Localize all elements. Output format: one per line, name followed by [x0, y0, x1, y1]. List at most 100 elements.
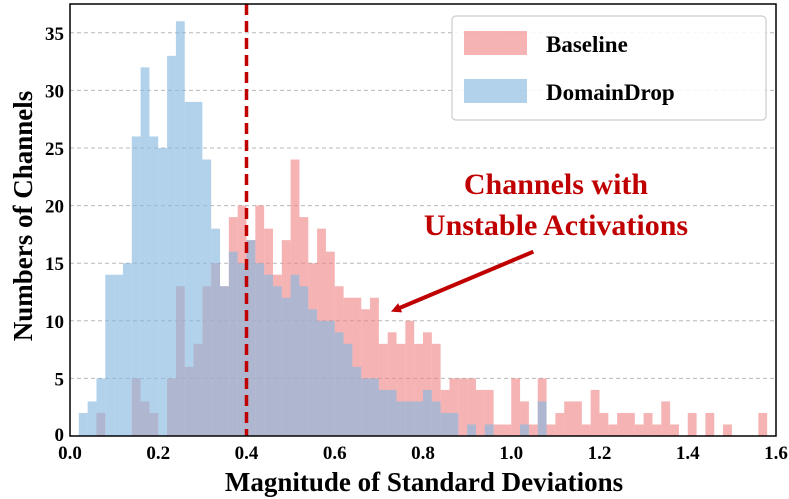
- bar: [370, 297, 379, 436]
- bar: [440, 412, 450, 436]
- bar: [687, 412, 697, 436]
- bar: [723, 424, 732, 436]
- bar: [467, 424, 476, 436]
- bar: [378, 389, 388, 436]
- bar: [670, 424, 679, 436]
- bar: [361, 309, 371, 436]
- bar: [325, 320, 335, 436]
- bar: [211, 228, 221, 436]
- bar: [625, 412, 635, 436]
- x-tick-label: 0.6: [323, 443, 347, 464]
- bar: [423, 332, 432, 436]
- bar: [378, 343, 388, 436]
- bar: [449, 412, 459, 436]
- bar: [520, 401, 529, 436]
- bar: [175, 21, 185, 437]
- bar: [405, 320, 415, 436]
- y-axis-label: Numbers of Channels: [8, 91, 38, 342]
- x-tick-label: 1.4: [676, 443, 700, 464]
- bar: [78, 412, 88, 436]
- bar: [255, 263, 265, 436]
- annotation: Channels with Unstable Activations: [424, 168, 688, 242]
- legend-swatch-baseline: [464, 31, 527, 55]
- bar: [520, 424, 529, 436]
- bar: [705, 412, 715, 436]
- legend-label-domaindrop: DomainDrop: [546, 80, 675, 105]
- y-tick-label: 10: [45, 312, 64, 333]
- bar: [122, 263, 132, 436]
- chart-overlays: [244, 4, 535, 436]
- bar: [87, 401, 97, 436]
- y-tick-label: 25: [45, 139, 64, 160]
- bar: [343, 343, 353, 436]
- annotation-arrow: [390, 249, 535, 313]
- bar: [449, 378, 459, 436]
- bar: [290, 274, 300, 436]
- bar: [564, 401, 574, 436]
- bar: [308, 309, 318, 436]
- y-tick-label: 0: [55, 425, 65, 446]
- bar: [220, 286, 229, 436]
- bar: [114, 274, 123, 436]
- bar: [643, 412, 653, 436]
- y-tick-label: 15: [45, 254, 64, 275]
- histogram-bars: [78, 21, 768, 437]
- bar: [264, 274, 273, 436]
- bar: [405, 401, 415, 436]
- bar: [528, 424, 538, 436]
- annotation-line-2: Unstable Activations: [424, 209, 688, 242]
- bar: [608, 424, 618, 436]
- bar: [237, 263, 247, 436]
- bar: [431, 401, 441, 436]
- bar: [537, 401, 547, 436]
- bar: [396, 343, 406, 436]
- bar: [131, 136, 141, 437]
- y-tick-label: 20: [45, 197, 64, 218]
- bar: [652, 424, 662, 436]
- bar: [193, 101, 203, 437]
- x-tick-label: 1.6: [764, 443, 788, 464]
- legend-label-baseline: Baseline: [546, 32, 628, 57]
- bar: [96, 378, 106, 436]
- bar: [105, 274, 115, 436]
- x-tick-label: 0.4: [235, 443, 259, 464]
- bar: [246, 240, 256, 436]
- bar: [484, 389, 494, 436]
- bar: [414, 401, 423, 436]
- bar: [158, 148, 168, 436]
- bar: [334, 332, 344, 436]
- bar: [361, 378, 371, 436]
- bar: [467, 378, 476, 436]
- bar: [299, 286, 309, 436]
- x-tick-label: 0.2: [146, 443, 170, 464]
- legend: Baseline DomainDrop: [451, 15, 767, 121]
- bar: [431, 343, 441, 436]
- series-domaindrop: [78, 21, 547, 437]
- bar: [387, 389, 397, 436]
- bar: [581, 424, 591, 436]
- bar: [423, 389, 432, 436]
- bar: [184, 101, 194, 437]
- bar: [546, 424, 556, 436]
- bar: [167, 55, 176, 437]
- bar: [573, 401, 582, 436]
- bar: [140, 67, 150, 437]
- bar: [202, 159, 212, 436]
- bar: [458, 378, 468, 436]
- bar: [634, 424, 644, 436]
- bar: [317, 320, 326, 436]
- annotation-line-1: Channels with: [464, 168, 649, 201]
- bar: [617, 412, 626, 436]
- bar: [502, 424, 512, 436]
- bar: [555, 412, 565, 436]
- bar: [387, 332, 397, 436]
- bar: [370, 378, 379, 436]
- legend-frame: [451, 15, 767, 121]
- axis-ticks: 0 5 10 15 20 25 30 35 0.0 0.2 0.4 0.6 0.8 1.0 1.2 1.4 1.…: [45, 24, 788, 464]
- bar: [599, 412, 609, 436]
- bar: [396, 401, 406, 436]
- bar: [149, 136, 159, 437]
- bar: [758, 412, 768, 436]
- bar: [352, 366, 362, 436]
